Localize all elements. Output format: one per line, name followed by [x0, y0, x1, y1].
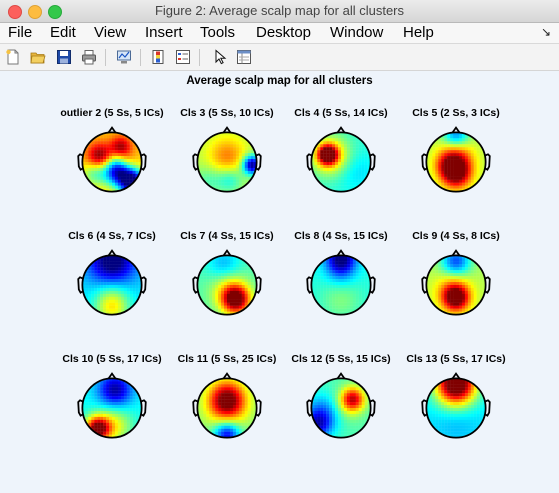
menu-file[interactable]: File [8, 24, 33, 41]
scalp-map [421, 372, 491, 439]
scalp-map [421, 249, 491, 316]
scalp-map [77, 372, 147, 439]
print-icon[interactable] [81, 49, 97, 65]
close-window-button[interactable] [8, 5, 22, 19]
minimize-window-button[interactable] [28, 5, 42, 19]
scalp-map-title: Cls 4 (5 Ss, 14 ICs) [294, 107, 388, 119]
toolbar [0, 44, 559, 71]
menu-window[interactable]: Window [330, 24, 384, 41]
menu-edit[interactable]: Edit [50, 24, 76, 41]
scalp-map [306, 126, 376, 193]
maximize-window-button[interactable] [48, 5, 62, 19]
scalp-map [77, 126, 147, 193]
scalp-map [306, 249, 376, 316]
toolbar-separator [140, 49, 141, 66]
scalp-map [77, 249, 147, 316]
toolbar-separator [199, 49, 200, 66]
menu-view[interactable]: View [94, 24, 127, 41]
scalp-map-title: Cls 6 (4 Ss, 7 ICs) [68, 230, 156, 242]
colorbar-icon[interactable] [150, 49, 166, 65]
scalp-map-title: Cls 13 (5 Ss, 17 ICs) [406, 353, 506, 365]
link-plot-icon[interactable] [116, 49, 132, 65]
save-icon[interactable] [56, 49, 72, 65]
scalp-map-title: outlier 2 (5 Ss, 5 ICs) [60, 107, 164, 119]
legend-icon[interactable] [175, 49, 191, 65]
scalp-map-title: Cls 5 (2 Ss, 3 ICs) [412, 107, 500, 119]
scalp-map-title: Cls 11 (5 Ss, 25 ICs) [177, 353, 277, 365]
menu-insert[interactable]: Insert [145, 24, 183, 41]
scalp-map [192, 126, 262, 193]
scalp-map-title: Cls 10 (5 Ss, 17 ICs) [62, 353, 162, 365]
scalp-map-title: Cls 7 (4 Ss, 15 ICs) [180, 230, 274, 242]
menu-help[interactable]: Help [403, 24, 434, 41]
scalp-map [306, 372, 376, 439]
dock-figure-icon[interactable]: ↘ [540, 25, 551, 39]
property-inspector-icon[interactable] [236, 49, 252, 65]
menu-desktop[interactable]: Desktop [256, 24, 312, 41]
new-figure-icon[interactable] [5, 49, 21, 65]
scalp-map [192, 372, 262, 439]
scalp-map-title: Cls 9 (4 Ss, 8 ICs) [412, 230, 500, 242]
scalp-map-title: Cls 8 (4 Ss, 15 ICs) [294, 230, 388, 242]
window-title: Figure 2: Average scalp map for all clus… [154, 3, 405, 18]
open-file-icon[interactable] [30, 49, 46, 65]
figure-title: Average scalp map for all clusters [186, 75, 373, 87]
scalp-map-title: Cls 12 (5 Ss, 15 ICs) [291, 353, 391, 365]
title-bar[interactable]: Figure 2: Average scalp map for all clus… [0, 0, 559, 23]
scalp-map [421, 126, 491, 193]
menu-tools[interactable]: Tools [200, 24, 236, 41]
scalp-map-title: Cls 3 (5 Ss, 10 ICs) [180, 107, 274, 119]
menu-bar: File Edit View Insert Tools Desktop Wind… [0, 23, 559, 44]
toolbar-separator [105, 49, 106, 66]
scalp-map [192, 249, 262, 316]
pointer-icon[interactable] [212, 49, 228, 65]
